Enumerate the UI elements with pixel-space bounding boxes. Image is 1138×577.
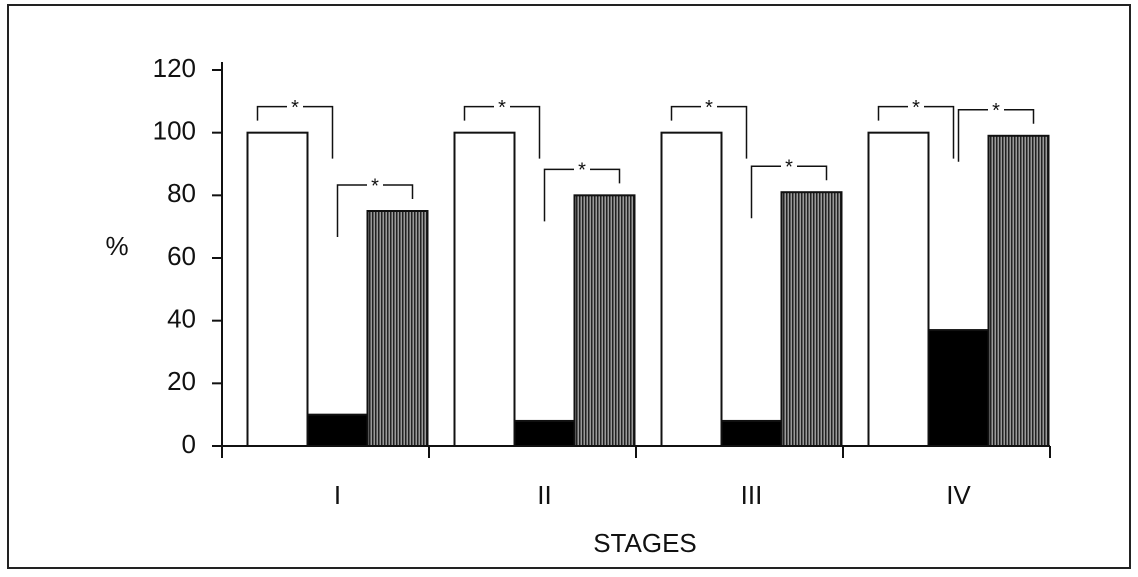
y-tick-label: 40 <box>167 304 196 334</box>
y-tick-label: 80 <box>167 178 196 208</box>
x-axis-label: STAGES <box>593 528 697 558</box>
significance-star: * <box>705 97 713 119</box>
y-tick-label: 100 <box>153 116 196 146</box>
bar <box>867 131 930 448</box>
significance-star: * <box>291 97 299 119</box>
frame <box>7 4 1131 569</box>
star-bg <box>988 103 1004 116</box>
significance-star: * <box>498 97 506 119</box>
y-tick-label: 60 <box>167 241 196 271</box>
bar <box>366 210 429 447</box>
bar <box>927 329 990 448</box>
x-tick-label: II <box>537 480 551 510</box>
significance-star: * <box>371 175 379 197</box>
bar <box>453 131 516 448</box>
star-bg <box>494 100 510 113</box>
bar <box>306 413 369 447</box>
star-bg <box>367 179 383 191</box>
star-bg <box>908 100 924 113</box>
bar <box>660 131 723 448</box>
y-tick-label: 120 <box>153 53 196 83</box>
x-tick-label: I <box>334 480 341 510</box>
star-bg <box>287 100 303 113</box>
bar <box>573 194 636 447</box>
bar <box>513 419 576 447</box>
x-tick-label: III <box>741 480 763 510</box>
x-tick-label: IV <box>946 480 971 510</box>
star-bg <box>701 100 717 113</box>
significance-star: * <box>992 100 1000 122</box>
star-bg <box>781 160 797 173</box>
y-tick-label: 0 <box>182 429 196 459</box>
significance-star: * <box>578 160 586 182</box>
y-tick-label: 20 <box>167 366 196 396</box>
bar <box>246 131 309 448</box>
bar <box>720 419 783 447</box>
bar <box>987 134 1050 448</box>
bar <box>780 191 843 447</box>
y-axis-label: % <box>105 231 128 261</box>
significance-star: * <box>912 97 920 119</box>
significance-star: * <box>785 156 793 178</box>
star-bg <box>574 163 590 176</box>
